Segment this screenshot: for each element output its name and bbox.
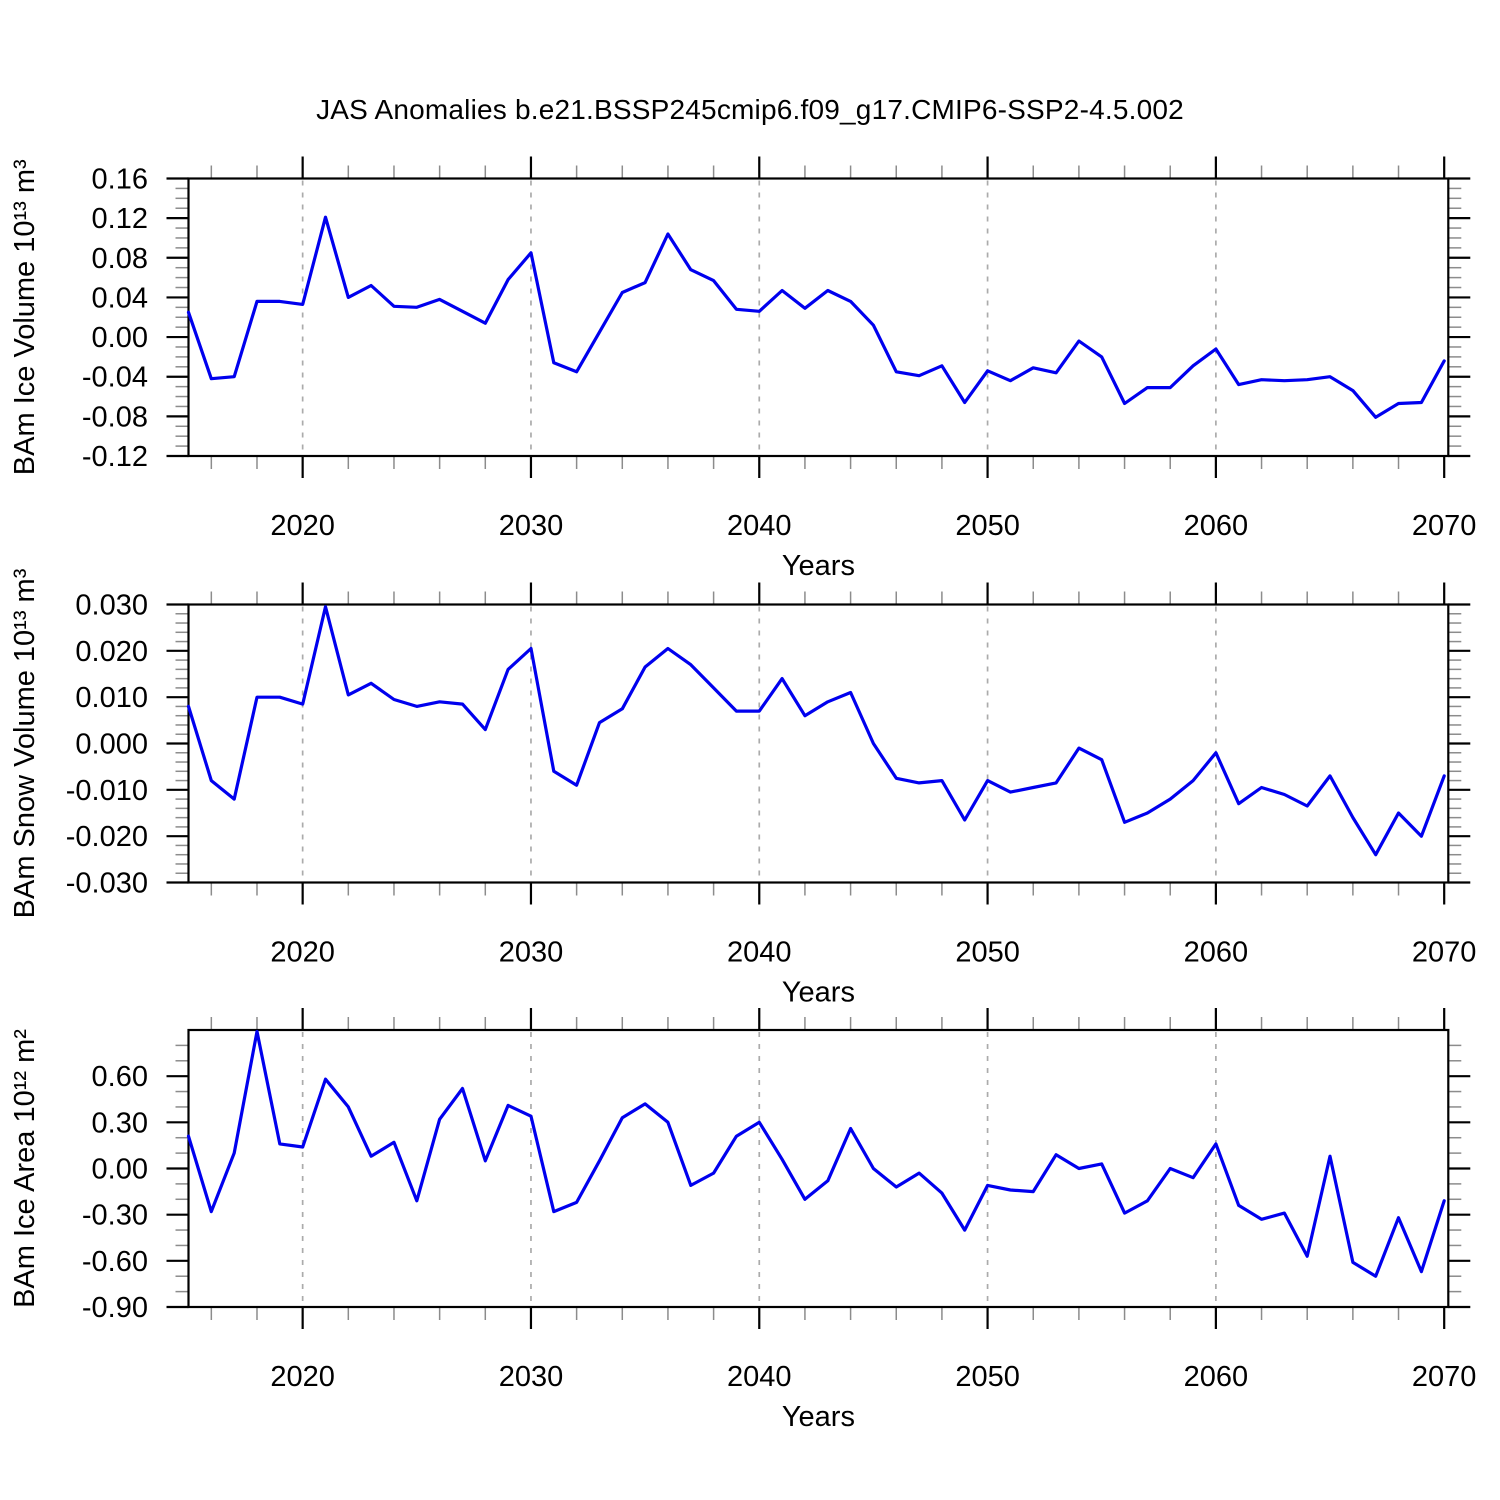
panel-bam-ice-area: 0.60 0.30 0.00 -0.30 -0.60 -0.90 2020 2030 2040 2… xyxy=(9,1008,1476,1433)
x-axis-title: Years xyxy=(782,1401,855,1433)
x-tick-label-2060: 2060 xyxy=(1184,937,1249,969)
y-tick-label: 0.30 xyxy=(92,1107,148,1139)
x-tick-label-2030: 2030 xyxy=(499,510,564,542)
x-tick-label-2070: 2070 xyxy=(1412,937,1477,969)
y-tick-label: 0.16 xyxy=(92,164,148,196)
y-tick-label: 0.030 xyxy=(75,590,148,622)
chart-title: JAS Anomalies b.e21.BSSP245cmip6.f09_g17… xyxy=(316,94,1184,125)
panel-bam-snow-volume: 0.030 0.020 0.010 0.000 -0.010 -0.020 -0.030 20… xyxy=(9,568,1476,1008)
y-tick-label: 0.00 xyxy=(92,322,148,354)
y-tick-label: -0.030 xyxy=(66,868,148,900)
y-axis-title-bam-snow-volume: BAm Snow Volume 10¹³ m³ xyxy=(9,568,41,918)
x-tick-label-2070: 2070 xyxy=(1412,510,1477,542)
y-tick-label: -0.08 xyxy=(82,401,148,433)
y-tick-label: -0.90 xyxy=(82,1292,148,1324)
y-tick-label: 0.04 xyxy=(92,282,148,314)
data-line-bam-snow-volume xyxy=(186,605,1446,857)
y-axis-title-bam-ice-area: BAm Ice Area 10¹² m² xyxy=(9,1029,41,1308)
x-tick-label-2040: 2040 xyxy=(727,937,792,969)
y-tick-label: 0.020 xyxy=(75,636,148,668)
x-tick-label-2020: 2020 xyxy=(270,510,335,542)
panel-bam-ice-volume: 0.16 0.12 0.08 0.04 0.00 -0.04 -0.08 -0.12 2020 2… xyxy=(9,156,1477,582)
x-tick-label-2020: 2020 xyxy=(270,937,335,969)
y-tick-label: 0.000 xyxy=(75,729,148,761)
data-line-bam-ice-volume xyxy=(186,215,1446,419)
x-tick-label-2050: 2050 xyxy=(955,510,1020,542)
x-tick-label-2040: 2040 xyxy=(727,510,792,542)
x-axis-title: Years xyxy=(782,977,855,1009)
x-tick-label-2050: 2050 xyxy=(955,937,1020,969)
x-tick-label-2040: 2040 xyxy=(727,1361,792,1393)
x-tick-label-2020: 2020 xyxy=(270,1361,335,1393)
plot-box xyxy=(187,177,1450,458)
data-line-bam-ice-area xyxy=(186,1029,1446,1278)
x-tick-label-2030: 2030 xyxy=(499,937,564,969)
x-tick-label-2050: 2050 xyxy=(955,1361,1020,1393)
y-tick-label: 0.60 xyxy=(92,1061,148,1093)
x-tick-label-2030: 2030 xyxy=(499,1361,564,1393)
y-tick-label: 0.08 xyxy=(92,243,148,275)
plot-box xyxy=(187,1028,1450,1309)
x-tick-label-2060: 2060 xyxy=(1184,1361,1249,1393)
x-axis-title: Years xyxy=(782,550,855,582)
y-tick-label: -0.04 xyxy=(82,362,148,394)
x-tick-label-2060: 2060 xyxy=(1184,510,1249,542)
y-tick-label: -0.60 xyxy=(82,1246,148,1278)
y-tick-label: 0.00 xyxy=(92,1154,148,1186)
y-tick-label: -0.010 xyxy=(66,775,148,807)
y-tick-label: 0.12 xyxy=(92,203,148,235)
y-axis-title-bam-ice-volume: BAm Ice Volume 10¹³ m³ xyxy=(9,159,41,475)
y-tick-label: -0.30 xyxy=(82,1200,148,1232)
x-tick-label-2070: 2070 xyxy=(1412,1361,1477,1393)
plot-box xyxy=(187,603,1450,884)
y-tick-label: -0.12 xyxy=(82,441,148,473)
y-tick-label: 0.010 xyxy=(75,682,148,714)
y-tick-label: -0.020 xyxy=(66,821,148,853)
